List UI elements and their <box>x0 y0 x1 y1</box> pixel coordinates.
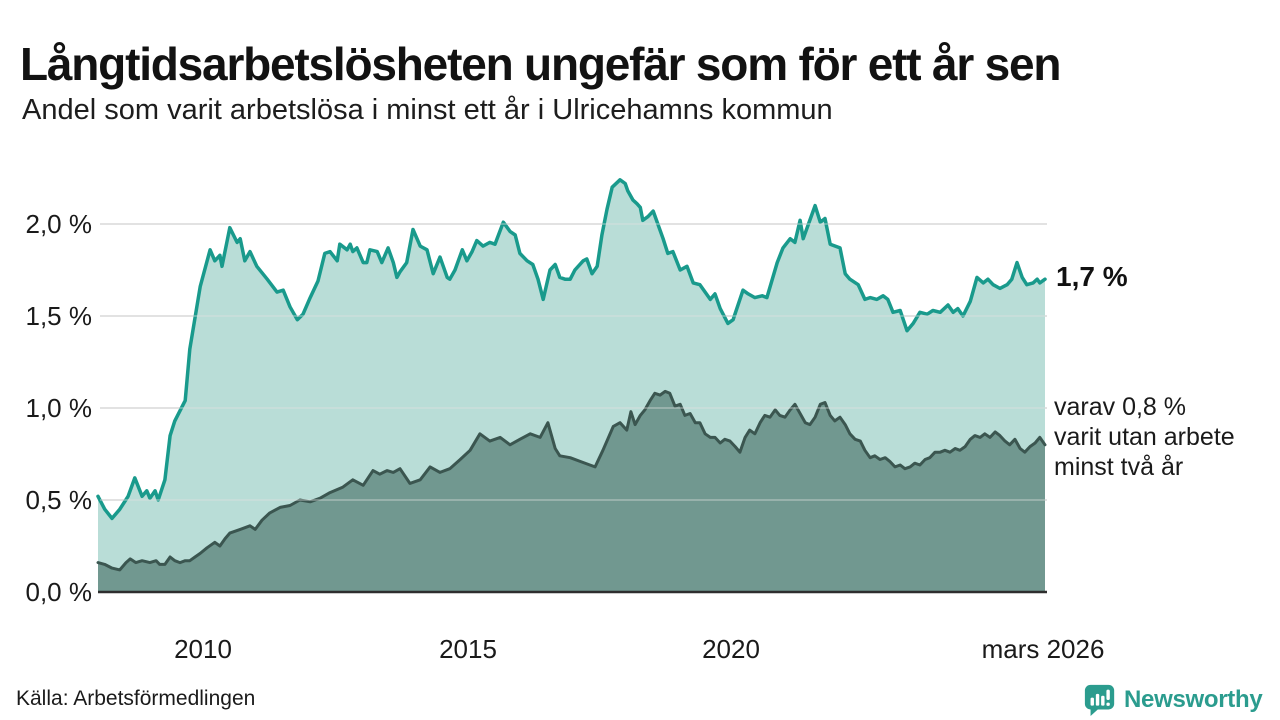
chart-subtitle: Andel som varit arbetslösa i minst ett å… <box>22 94 833 126</box>
x-axis-label: 2015 <box>439 634 497 664</box>
secondary-annotation-line: minst två år <box>1054 453 1184 481</box>
y-axis-label: 0,0 % <box>25 577 93 607</box>
chart-title: Långtidsarbetslösheten ungefär som för e… <box>20 37 1062 90</box>
newsworthy-logo-icon <box>1084 684 1115 717</box>
y-axis-label: 2,0 % <box>25 209 93 239</box>
newsworthy-wordmark: Newsworthy <box>1124 686 1263 713</box>
x-axis-label: 2020 <box>702 634 760 664</box>
x-axis-label: mars 2026 <box>981 634 1105 664</box>
newsworthy-brand: Newsworthy <box>1083 683 1263 717</box>
y-axis-label: 1,0 % <box>25 393 93 423</box>
y-axis-label: 0,5 % <box>25 485 93 515</box>
secondary-annotation-line: varav 0,8 % <box>1054 393 1187 421</box>
y-axis-label: 1,5 % <box>25 301 93 331</box>
series-line-1 <box>96 389 1047 572</box>
secondary-series-annotation: varav 0,8 % varit utan arbete minst två … <box>1054 392 1235 482</box>
source-credit: Källa: Arbetsförmedlingen <box>16 687 256 710</box>
secondary-annotation-line: varit utan arbete <box>1054 423 1235 451</box>
series-line-0 <box>96 178 1047 521</box>
latest-value-annotation: 1,7 % <box>1056 261 1128 292</box>
x-axis-label: 2010 <box>174 634 232 664</box>
series-area-1 <box>98 391 1045 592</box>
